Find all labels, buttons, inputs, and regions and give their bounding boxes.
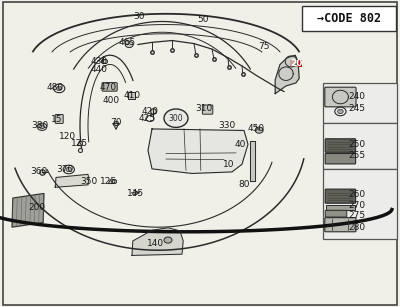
FancyBboxPatch shape	[290, 60, 302, 67]
Text: 360: 360	[30, 167, 48, 177]
Text: 280: 280	[349, 223, 366, 232]
Text: 380: 380	[31, 121, 49, 130]
Text: 125: 125	[100, 177, 117, 186]
Circle shape	[255, 127, 263, 133]
Text: 255: 255	[349, 151, 366, 161]
Text: 15: 15	[51, 115, 62, 124]
Circle shape	[125, 41, 133, 48]
Polygon shape	[148, 129, 248, 173]
Circle shape	[37, 123, 47, 130]
Text: 240: 240	[349, 92, 366, 101]
FancyBboxPatch shape	[102, 83, 117, 91]
FancyBboxPatch shape	[325, 139, 356, 152]
FancyBboxPatch shape	[325, 218, 356, 232]
Polygon shape	[12, 193, 44, 227]
Text: 70: 70	[110, 118, 122, 127]
Text: 250: 250	[349, 140, 366, 149]
Circle shape	[40, 125, 44, 129]
FancyBboxPatch shape	[325, 210, 347, 217]
Text: 300: 300	[169, 114, 183, 123]
Text: 140: 140	[148, 239, 164, 248]
Text: 200: 200	[28, 203, 45, 212]
Polygon shape	[250, 141, 255, 181]
Text: 425: 425	[139, 114, 156, 123]
FancyBboxPatch shape	[302, 6, 396, 31]
FancyBboxPatch shape	[326, 205, 355, 210]
Text: 420: 420	[142, 107, 158, 116]
Text: 370: 370	[56, 165, 74, 174]
Text: 20: 20	[290, 59, 302, 68]
FancyBboxPatch shape	[128, 92, 135, 99]
Text: 440: 440	[91, 65, 108, 75]
Text: 450: 450	[248, 124, 264, 134]
Text: 330: 330	[218, 121, 236, 130]
Text: 430: 430	[91, 57, 108, 66]
FancyBboxPatch shape	[202, 105, 213, 114]
Text: 245: 245	[349, 103, 366, 113]
Polygon shape	[132, 228, 183, 255]
Polygon shape	[55, 174, 89, 187]
Polygon shape	[113, 123, 119, 129]
Text: 80: 80	[238, 180, 250, 189]
Text: 270: 270	[349, 201, 366, 210]
Text: 40: 40	[234, 140, 246, 150]
Circle shape	[164, 109, 188, 127]
Text: 470: 470	[100, 83, 116, 92]
Circle shape	[338, 109, 343, 114]
Text: 125: 125	[71, 138, 88, 148]
Text: 400: 400	[103, 96, 120, 105]
FancyBboxPatch shape	[325, 87, 356, 107]
Text: 350: 350	[80, 177, 98, 186]
Bar	[323, 123, 397, 169]
Text: 310: 310	[195, 104, 213, 114]
Text: →CODE 802: →CODE 802	[317, 12, 381, 25]
Text: 50: 50	[198, 14, 209, 24]
Circle shape	[66, 167, 72, 172]
Text: 410: 410	[124, 91, 140, 100]
FancyBboxPatch shape	[325, 154, 356, 164]
Text: 145: 145	[128, 189, 144, 198]
Text: 10: 10	[223, 160, 234, 169]
Text: 120: 120	[60, 132, 76, 141]
Text: 75: 75	[258, 41, 270, 51]
Bar	[323, 169, 397, 239]
FancyBboxPatch shape	[325, 189, 356, 203]
Circle shape	[56, 86, 62, 91]
Circle shape	[164, 237, 172, 243]
Text: 275: 275	[349, 211, 366, 220]
Text: 480: 480	[47, 83, 64, 92]
Text: 30: 30	[134, 12, 145, 21]
FancyBboxPatch shape	[55, 115, 63, 123]
Polygon shape	[275, 55, 299, 94]
Bar	[323, 83, 397, 123]
Text: 465: 465	[119, 38, 136, 47]
Text: 260: 260	[349, 190, 366, 200]
